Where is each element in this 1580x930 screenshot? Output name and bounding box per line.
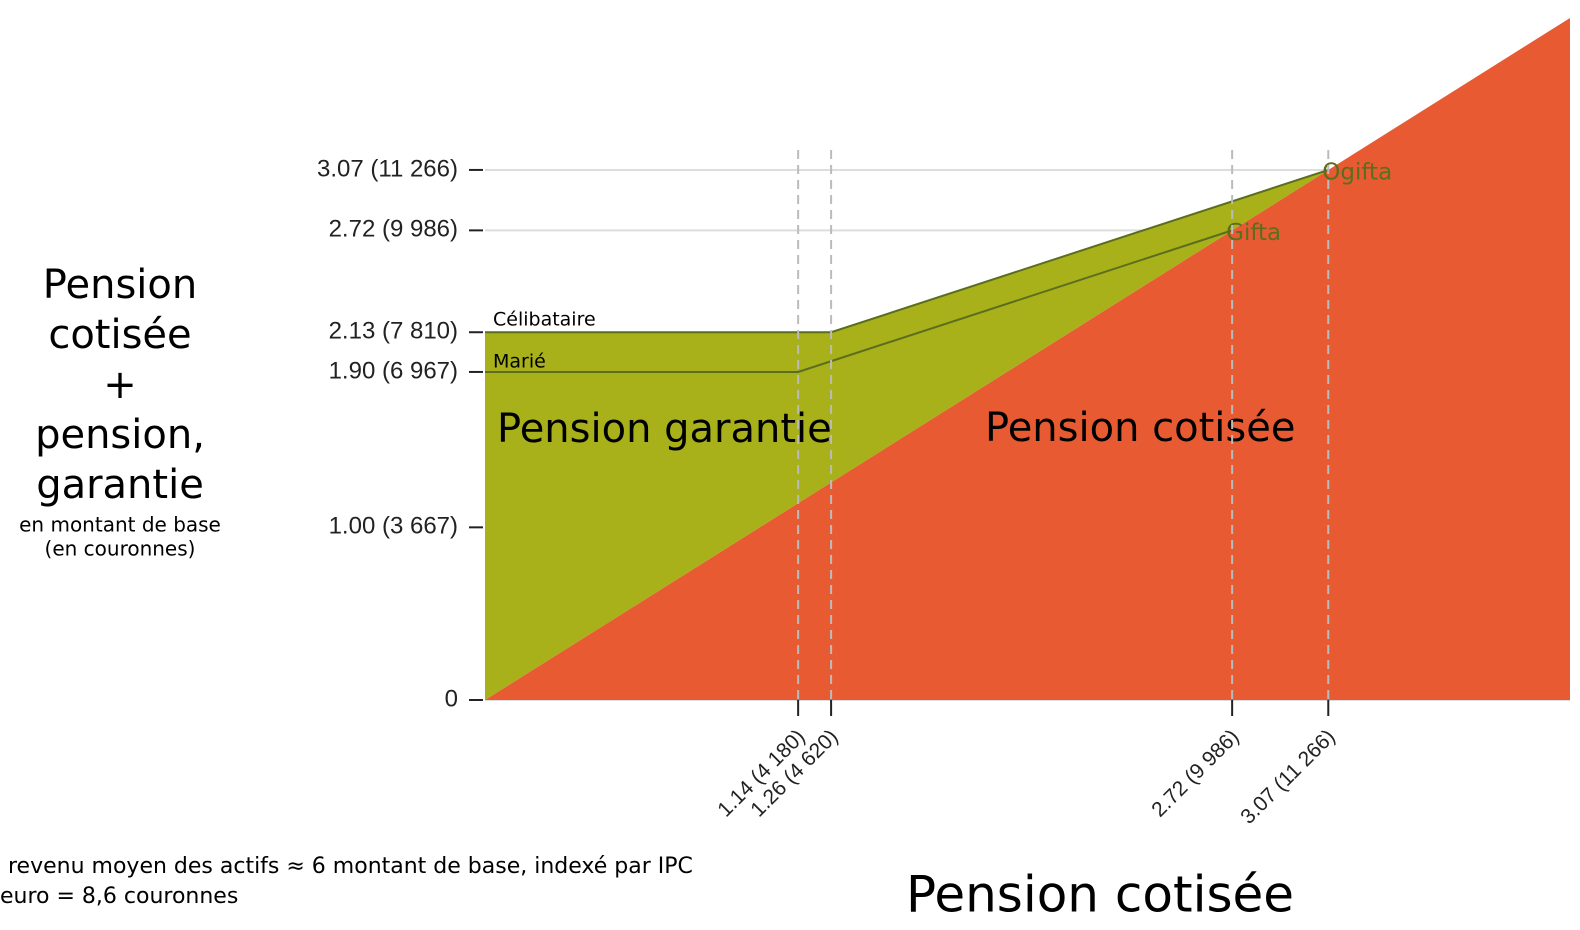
- area-label: Pension cotisée: [985, 405, 1295, 451]
- end-label: Gifta: [1226, 220, 1281, 246]
- y-axis-label: garantie: [36, 462, 204, 508]
- x-tick-label: 3.07 (11 266): [1236, 725, 1340, 829]
- end-label: Ogifta: [1322, 159, 1392, 185]
- y-axis-sublabel: (en couronnes): [45, 537, 196, 561]
- x-axis-label: Pension cotisée: [906, 866, 1294, 924]
- area-pension-garantie: [485, 169, 1329, 701]
- y-axis-label: Pension: [43, 262, 197, 308]
- y-axis-sublabel: en montant de base: [19, 513, 221, 537]
- y-axis-label: cotisée: [48, 312, 191, 358]
- y-tick-label: 3.07 (11 266): [317, 155, 458, 182]
- series-label: Marié: [493, 350, 546, 372]
- y-axis-label: pension,: [35, 412, 205, 458]
- note: revenu moyen des actifs ≈ 6 montant de b…: [8, 854, 693, 879]
- y-tick-label: 2.72 (9 986): [329, 216, 458, 243]
- area-label: Pension garantie: [497, 406, 832, 452]
- y-tick-label: 1.90 (6 967): [329, 357, 458, 384]
- x-tick-label: 2.72 (9 986): [1147, 725, 1243, 821]
- y-axis-label: +: [103, 362, 137, 408]
- y-tick-label: 2.13 (7 810): [329, 318, 458, 345]
- series-label: Célibataire: [493, 309, 596, 331]
- y-tick-label: 1.00 (3 667): [329, 513, 458, 540]
- note: euro = 8,6 couronnes: [0, 884, 238, 909]
- y-tick-label: 0: [445, 685, 458, 712]
- line-marie: [485, 229, 1233, 373]
